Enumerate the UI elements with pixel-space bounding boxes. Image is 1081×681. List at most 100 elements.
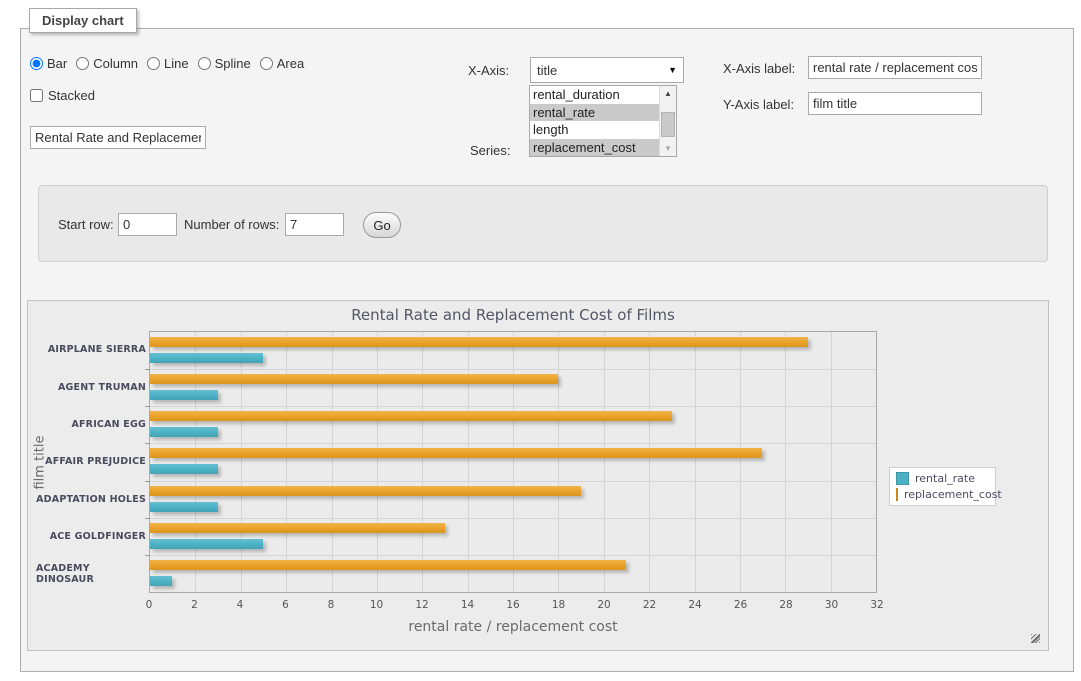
y-axis-tick-label: ACADEMY DINOSAUR bbox=[36, 556, 146, 593]
bar-replacement-cost bbox=[150, 374, 558, 384]
series-scrollbar[interactable]: ▲ ▼ bbox=[659, 86, 676, 156]
stacked-checkbox[interactable] bbox=[30, 89, 43, 102]
y-axis-tick-label: AIRPLANE SIERRA bbox=[36, 331, 146, 368]
x-axis-tick-label: 28 bbox=[779, 599, 792, 611]
y-axis-tick-labels: AIRPLANE SIERRAAGENT TRUMANAFRICAN EGGAF… bbox=[36, 331, 146, 593]
x-axis-tick-labels: 02468101214161820222426283032 bbox=[149, 599, 877, 613]
x-axis-tick-label: 18 bbox=[552, 599, 565, 611]
chart-title: Rental Rate and Replacement Cost of Film… bbox=[149, 306, 877, 324]
series-option-rental_duration[interactable]: rental_duration bbox=[530, 86, 659, 104]
x-axis-tick-label: 12 bbox=[415, 599, 428, 611]
row-range-panel: Start row: Number of rows: Go bbox=[38, 185, 1048, 262]
x-axis-tick-label: 2 bbox=[191, 599, 198, 611]
scroll-up-icon[interactable]: ▲ bbox=[660, 86, 676, 101]
chart-type-label: Spline bbox=[215, 56, 251, 71]
category-band bbox=[150, 443, 876, 480]
bar-rental-rate bbox=[150, 576, 172, 586]
scrollbar-thumb[interactable] bbox=[661, 112, 675, 137]
category-band bbox=[150, 369, 876, 406]
stacked-option[interactable]: Stacked bbox=[30, 88, 95, 103]
bar-rental-rate bbox=[150, 539, 263, 549]
chart-type-option-column[interactable]: Column bbox=[76, 56, 138, 71]
series-option-rental_rate[interactable]: rental_rate bbox=[530, 104, 659, 122]
x-axis-tick-label: 30 bbox=[825, 599, 838, 611]
bar-replacement-cost bbox=[150, 448, 762, 458]
x-axis-select-label: X-Axis: bbox=[468, 63, 509, 78]
chart-type-label: Bar bbox=[47, 56, 67, 71]
series-option-length[interactable]: length bbox=[530, 121, 659, 139]
chart-type-radio-bar[interactable] bbox=[30, 57, 43, 70]
x-axis-tick-label: 8 bbox=[328, 599, 335, 611]
x-axis-tick-label: 4 bbox=[237, 599, 244, 611]
chart-title-input[interactable] bbox=[30, 126, 206, 149]
category-band bbox=[150, 406, 876, 443]
y-axis-tick-label: AFRICAN EGG bbox=[36, 406, 146, 443]
x-axis-label-label: X-Axis label: bbox=[723, 61, 795, 76]
chart-type-radio-area[interactable] bbox=[260, 57, 273, 70]
chart-type-option-spline[interactable]: Spline bbox=[198, 56, 251, 71]
x-axis-label-input[interactable] bbox=[808, 56, 982, 79]
x-axis-tick-label: 0 bbox=[146, 599, 153, 611]
y-axis-tick-label: ADAPTATION HOLES bbox=[36, 481, 146, 518]
y-axis-tick-label: ACE GOLDFINGER bbox=[36, 518, 146, 555]
chart-type-radio-group: Bar Column Line Spline Area bbox=[30, 56, 304, 71]
bar-replacement-cost bbox=[150, 337, 808, 347]
legend-swatch bbox=[896, 472, 909, 485]
chart-type-option-bar[interactable]: Bar bbox=[30, 56, 67, 71]
page: Display chart Bar Column Line Spline Area St… bbox=[0, 0, 1081, 681]
y-axis-tick-label: AGENT TRUMAN bbox=[36, 368, 146, 405]
y-axis-label-input[interactable] bbox=[808, 92, 982, 115]
x-axis-tick-label: 32 bbox=[870, 599, 883, 611]
legend-label: replacement_cost bbox=[904, 488, 1002, 501]
display-chart-legend: Display chart bbox=[29, 8, 137, 33]
x-axis-tick-label: 10 bbox=[370, 599, 383, 611]
chart-type-option-area[interactable]: Area bbox=[260, 56, 304, 71]
chart-type-option-line[interactable]: Line bbox=[147, 56, 189, 71]
bar-replacement-cost bbox=[150, 411, 672, 421]
bar-rental-rate bbox=[150, 464, 218, 474]
scroll-down-icon[interactable]: ▼ bbox=[660, 141, 676, 156]
bar-replacement-cost bbox=[150, 486, 581, 496]
category-band bbox=[150, 332, 876, 369]
start-row-label: Start row: bbox=[58, 217, 114, 232]
plot-area bbox=[149, 331, 877, 593]
x-axis-tick-label: 6 bbox=[282, 599, 289, 611]
category-band bbox=[150, 481, 876, 518]
x-axis-select[interactable]: title ▼ bbox=[530, 57, 684, 83]
start-row-input[interactable] bbox=[118, 213, 177, 236]
chart-legend: rental_ratereplacement_cost bbox=[889, 467, 996, 506]
category-band bbox=[150, 555, 876, 592]
series-list-label: Series: bbox=[470, 143, 510, 158]
series-multiselect[interactable]: rental_durationrental_ratelengthreplacem… bbox=[529, 85, 677, 157]
x-axis-tick-label: 26 bbox=[734, 599, 747, 611]
x-axis-title: rental rate / replacement cost bbox=[149, 619, 877, 635]
x-axis-tick-label: 22 bbox=[643, 599, 656, 611]
x-axis-tick-label: 20 bbox=[597, 599, 610, 611]
bar-rental-rate bbox=[150, 427, 218, 437]
resize-handle-icon[interactable] bbox=[1031, 634, 1040, 643]
bar-rental-rate bbox=[150, 390, 218, 400]
y-axis-tick-label: AFFAIR PREJUDICE bbox=[36, 443, 146, 480]
number-of-rows-input[interactable] bbox=[285, 213, 344, 236]
y-axis-label-label: Y-Axis label: bbox=[723, 97, 794, 112]
chart-type-label: Line bbox=[164, 56, 189, 71]
legend-entry-rental_rate: rental_rate bbox=[896, 472, 989, 485]
x-axis-tick-label: 24 bbox=[688, 599, 701, 611]
x-axis-tick-label: 16 bbox=[506, 599, 519, 611]
chevron-down-icon: ▼ bbox=[668, 65, 677, 75]
bar-replacement-cost bbox=[150, 560, 626, 570]
chart-type-radio-column[interactable] bbox=[76, 57, 89, 70]
bar-rental-rate bbox=[150, 502, 218, 512]
x-axis-selected-value: title bbox=[537, 63, 668, 78]
chart-type-radio-line[interactable] bbox=[147, 57, 160, 70]
chart-type-radio-spline[interactable] bbox=[198, 57, 211, 70]
go-button[interactable]: Go bbox=[363, 212, 401, 238]
stacked-label: Stacked bbox=[48, 88, 95, 103]
series-options: rental_durationrental_ratelengthreplacem… bbox=[530, 86, 659, 156]
series-option-replacement_cost[interactable]: replacement_cost bbox=[530, 139, 659, 157]
number-of-rows-label: Number of rows: bbox=[184, 217, 279, 232]
chart-container: Rental Rate and Replacement Cost of Film… bbox=[27, 300, 1049, 651]
category-band bbox=[150, 518, 876, 555]
chart-type-label: Column bbox=[93, 56, 138, 71]
bar-replacement-cost bbox=[150, 523, 445, 533]
